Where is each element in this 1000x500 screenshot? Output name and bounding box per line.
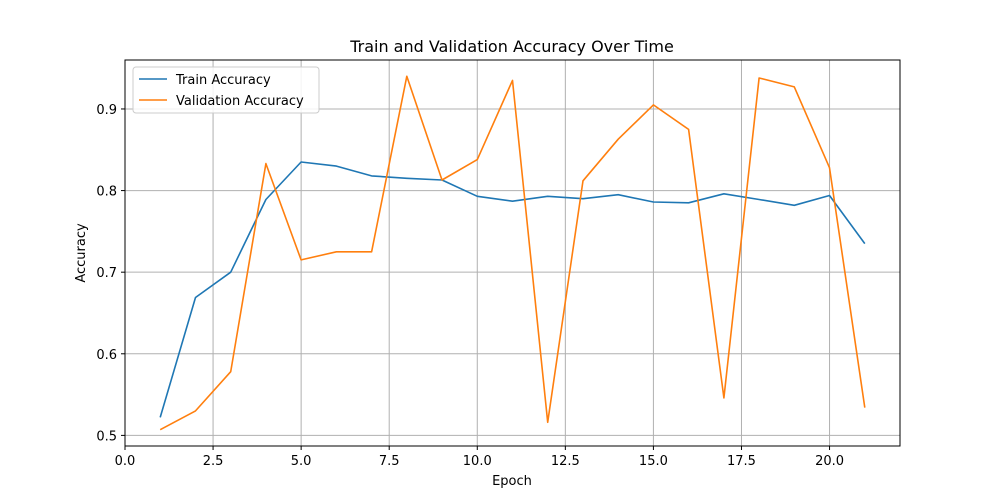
y-tick-label: 0.8 <box>96 185 117 200</box>
y-tick-label: 0.5 <box>96 429 117 444</box>
y-axis-title: Accuracy <box>74 223 89 283</box>
x-tick-label: 20.0 <box>815 454 844 469</box>
x-tick-label: 7.5 <box>379 454 400 469</box>
x-tick-label: 0.0 <box>115 454 136 469</box>
grid-lines <box>124 60 900 446</box>
series-line-0 <box>159 161 866 418</box>
chart-title: Train and Validation Accuracy Over Time <box>349 37 674 56</box>
series-lines <box>159 75 866 431</box>
legend-label: Train Accuracy <box>175 73 271 88</box>
x-tick-label: 12.5 <box>551 454 580 469</box>
legend-label: Validation Accuracy <box>176 94 304 109</box>
y-tick-label: 0.9 <box>96 103 117 118</box>
legend: Train Accuracy Validation Accuracy <box>132 66 320 114</box>
plot-frame <box>124 59 901 447</box>
x-tick-label: 17.5 <box>727 454 756 469</box>
x-axis: 0.0 2.5 5.0 7.5 10.0 12.5 15.0 17.5 20.0 <box>115 446 844 469</box>
x-tick-label: 15.0 <box>639 454 668 469</box>
x-tick-label: 10.0 <box>463 454 492 469</box>
x-tick-label: 2.5 <box>203 454 224 469</box>
y-tick-label: 0.7 <box>96 266 117 281</box>
series-line-1 <box>159 75 866 431</box>
x-axis-title: Epoch <box>492 474 532 489</box>
x-tick-label: 5.0 <box>291 454 312 469</box>
y-axis: 0.5 0.6 0.7 0.8 0.9 <box>96 103 125 444</box>
y-tick-label: 0.6 <box>96 348 117 363</box>
legend-box <box>132 66 320 114</box>
